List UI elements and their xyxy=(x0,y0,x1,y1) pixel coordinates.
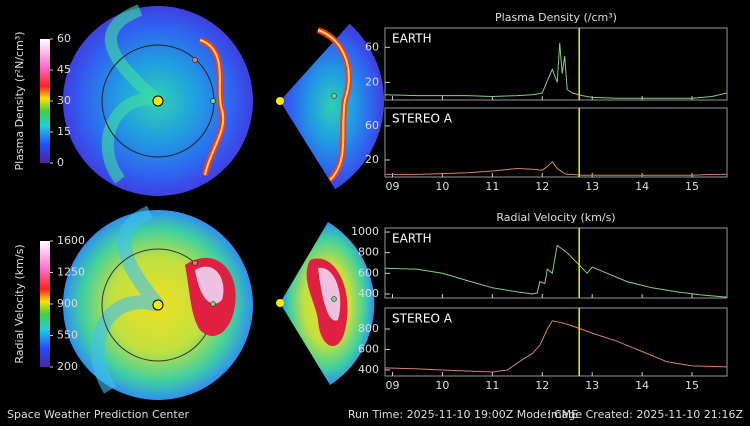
y-tick-label: 600 xyxy=(358,266,379,279)
series-line xyxy=(384,244,728,298)
chart-title: Radial Velocity (km/s) xyxy=(496,211,615,224)
panel-label: EARTH xyxy=(392,232,432,246)
x-tick-label: 12 xyxy=(535,379,549,392)
colorbar-tick-label: 30 xyxy=(57,94,71,107)
footer-center: Run Time: 2025-11-10 19:00Z Mode: CME xyxy=(348,408,578,421)
panel xyxy=(384,107,728,178)
x-tick-label: 13 xyxy=(585,180,599,193)
colorbar-tick-label: 1600 xyxy=(57,234,85,247)
footer-right: Image Created: 2025-11-10 21:16Z xyxy=(548,408,744,421)
colorbar-tick-label: 60 xyxy=(57,32,71,45)
colorbar xyxy=(40,39,50,163)
x-tick-label: 13 xyxy=(585,379,599,392)
x-tick-label: 10 xyxy=(435,180,449,193)
x-tick-label: 09 xyxy=(385,180,399,193)
velocity-disc xyxy=(63,205,375,400)
x-tick-label: 11 xyxy=(485,379,499,392)
panel xyxy=(384,227,728,299)
y-tick-label: 600 xyxy=(358,342,379,355)
colorbar-tick-label: 200 xyxy=(57,360,78,373)
panel xyxy=(384,27,728,101)
x-tick-label: 12 xyxy=(535,180,549,193)
y-tick-label: 1000 xyxy=(351,225,379,238)
y-tick-label: 60 xyxy=(365,119,379,132)
colorbar xyxy=(40,241,50,367)
y-tick-label: 400 xyxy=(358,287,379,300)
chart-title: Plasma Density (/cm³) xyxy=(495,11,617,24)
colorbar-tick-label: 15 xyxy=(57,125,71,138)
colorbar-tick-label: 1250 xyxy=(57,266,85,279)
series-line xyxy=(385,160,727,176)
colorbar-tick-label: 45 xyxy=(57,63,71,76)
series-line xyxy=(384,42,728,99)
x-tick-label: 10 xyxy=(435,379,449,392)
panel-label: EARTH xyxy=(392,32,432,46)
colorbar-label: Radial Velocity (km/s) xyxy=(13,244,26,363)
footer-left: Space Weather Prediction Center xyxy=(7,408,189,421)
colorbar-tick-label: 550 xyxy=(57,329,78,342)
y-tick-label: 60 xyxy=(365,40,379,53)
panel-label: STEREO A xyxy=(392,112,453,126)
y-tick-label: 800 xyxy=(358,246,379,259)
y-tick-label: 20 xyxy=(365,153,379,166)
y-tick-label: 800 xyxy=(358,322,379,335)
colorbar-label: Plasma Density (r²N/cm³) xyxy=(13,31,26,170)
colorbar-tick-label: 0 xyxy=(57,156,64,169)
x-tick-label: 14 xyxy=(635,379,649,392)
panel xyxy=(384,307,728,377)
series-line xyxy=(384,320,728,373)
x-tick-label: 15 xyxy=(685,379,699,392)
colorbar-tick-label: 900 xyxy=(57,297,78,310)
y-tick-label: 400 xyxy=(358,363,379,376)
x-tick-label: 11 xyxy=(485,180,499,193)
panel-label: STEREO A xyxy=(392,312,453,326)
density-disc xyxy=(63,4,385,196)
x-tick-label: 09 xyxy=(385,379,399,392)
y-tick-label: 20 xyxy=(365,75,379,88)
x-tick-label: 15 xyxy=(685,180,699,193)
x-tick-label: 14 xyxy=(635,180,649,193)
